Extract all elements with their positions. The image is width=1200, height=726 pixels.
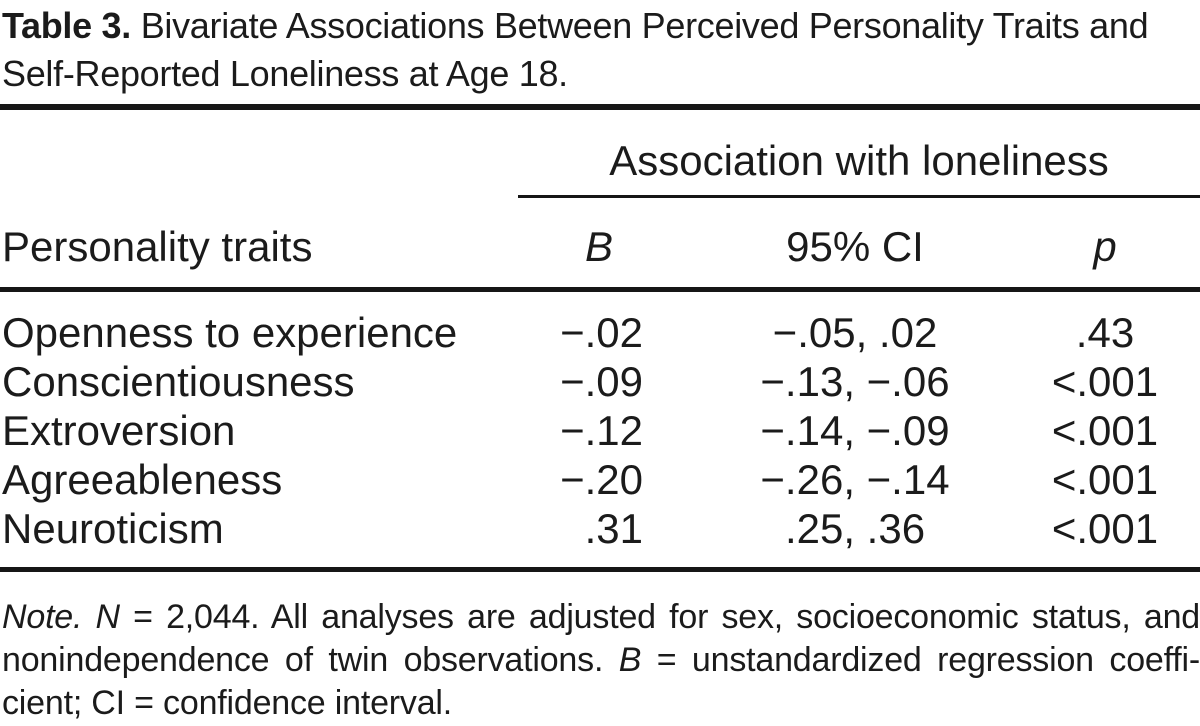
col-header-ci: 95% CI bbox=[786, 223, 924, 270]
note-line-3: cient; CI = confidence interval. bbox=[2, 684, 453, 722]
cell-ci: −.05, .02 bbox=[772, 309, 938, 356]
col-header-p: p bbox=[1093, 223, 1117, 270]
cell-b: −.20 bbox=[560, 456, 643, 503]
caption-line-1: Table 3. Bivariate Associations Between … bbox=[2, 2, 1200, 50]
table-note: Note. N = 2,044. All analyses are adjust… bbox=[0, 596, 1200, 725]
table-row: Openness to experience −.02 −.05, .02 .4… bbox=[0, 308, 1200, 357]
cell-p: <.001 bbox=[1051, 505, 1159, 552]
table-row: Conscientiousness −.09 −.13, −.06 <.001 bbox=[0, 357, 1200, 406]
note-b-symbol: B bbox=[618, 641, 642, 679]
cell-p: <.001 bbox=[1051, 456, 1159, 503]
note-label: Note. bbox=[2, 598, 96, 636]
caption-label: Table 3. bbox=[2, 5, 131, 46]
cell-trait: Agreeableness bbox=[2, 456, 283, 503]
note-line-2: nonindependence of twin observations. B … bbox=[2, 641, 1200, 679]
note-n-symbol: N bbox=[95, 598, 121, 636]
cell-b: −.12 bbox=[560, 407, 643, 454]
cell-trait: Openness to experience bbox=[2, 309, 458, 356]
cell-trait: Neuroticism bbox=[2, 505, 224, 552]
cell-trait: Conscientiousness bbox=[2, 358, 355, 405]
note-line-1: Note. N = 2,044. All analyses are adjust… bbox=[2, 598, 1200, 636]
table-row: Agreeableness −.20 −.26, −.14 <.001 bbox=[0, 455, 1200, 504]
cell-p: .43 bbox=[1075, 309, 1135, 356]
cell-b: −.02 bbox=[560, 309, 643, 356]
cell-b: .31 bbox=[584, 505, 643, 552]
spanner-row: Association with loneliness bbox=[0, 110, 1200, 198]
cell-b: −.09 bbox=[560, 358, 643, 405]
spanner-spacer bbox=[0, 110, 518, 198]
caption-text: Bivariate Associations Between Perceived… bbox=[140, 5, 1149, 46]
cell-p: <.001 bbox=[1051, 358, 1159, 405]
cell-p: <.001 bbox=[1051, 407, 1159, 454]
column-header-row: Personality traits B 95% CI p bbox=[0, 198, 1200, 287]
cell-ci: .25, .36 bbox=[784, 505, 926, 552]
cell-ci: −.26, −.14 bbox=[760, 456, 950, 503]
table-caption: Table 3. Bivariate Associations Between … bbox=[0, 0, 1200, 98]
col-header-b: B bbox=[584, 223, 613, 270]
cell-ci: −.14, −.09 bbox=[760, 407, 950, 454]
table-row: Extroversion −.12 −.14, −.09 <.001 bbox=[0, 406, 1200, 455]
rule-top bbox=[0, 104, 1200, 110]
caption-line-2: Self-Reported Loneliness at Age 18. bbox=[2, 53, 568, 94]
rule-bottom bbox=[0, 567, 1200, 572]
cell-trait: Extroversion bbox=[2, 407, 236, 454]
col-header-trait: Personality traits bbox=[2, 223, 313, 270]
table-row: Neuroticism .31 .25, .36 <.001 bbox=[0, 504, 1200, 553]
table-body: Openness to experience −.02 −.05, .02 .4… bbox=[0, 292, 1200, 567]
spanner-label: Association with loneliness bbox=[518, 110, 1200, 198]
cell-ci: −.13, −.06 bbox=[760, 358, 950, 405]
rule-mid bbox=[0, 287, 1200, 292]
